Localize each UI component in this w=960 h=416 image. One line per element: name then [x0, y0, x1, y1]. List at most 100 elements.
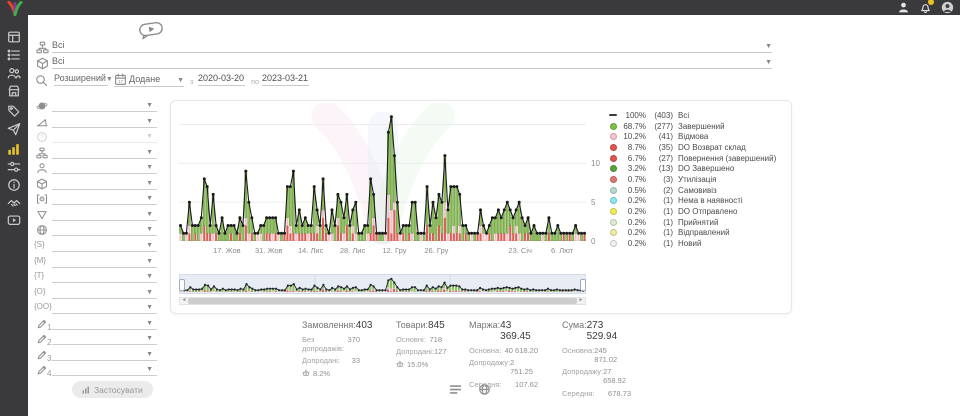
- legend-item[interactable]: 0.5% (2) Самовивіз: [609, 185, 787, 196]
- sidebar-campaigns-icon[interactable]: [7, 122, 21, 136]
- legend-dot-swatch: [609, 229, 617, 237]
- navigator-left-handle[interactable]: [179, 279, 185, 291]
- sidebar-partnership-icon[interactable]: [7, 196, 21, 210]
- apply-button[interactable]: Застосувати: [72, 381, 153, 398]
- legend-dot-swatch: [609, 133, 617, 141]
- stats-row-value: 718: [429, 334, 442, 344]
- legend-count: (277): [654, 121, 673, 131]
- filter-dropdown[interactable]: ▼: [52, 177, 157, 190]
- legend-item[interactable]: 0.2% (1) Новий: [609, 238, 787, 249]
- date-field-select[interactable]: 17 Додане ▼: [114, 73, 184, 87]
- legend-item[interactable]: 0.2% (1) Відправлений: [609, 228, 787, 239]
- notification-badge: [928, 0, 934, 5]
- legend-dot-swatch: [609, 165, 617, 173]
- stats-row-value: 33: [351, 356, 360, 365]
- legend-item[interactable]: 6.7% (27) Повернення (завершений): [609, 153, 787, 164]
- legend-label: Утилізація: [678, 174, 717, 184]
- stats-total: 845: [428, 320, 445, 331]
- filter-dropdown[interactable]: ▼: [52, 255, 157, 268]
- stats-column: Товари: 845 Основні: 718 Допродані: 127 15.0%: [396, 320, 447, 369]
- legend-item[interactable]: 0.7% (3) Утилізація: [609, 174, 787, 185]
- product-filter-select[interactable]: Всі ▼: [52, 56, 772, 69]
- chevron-down-icon: ▼: [146, 350, 153, 358]
- legend-item[interactable]: 68.7% (277) Завершений: [609, 121, 787, 132]
- scroll-left-arrow[interactable]: ◄: [181, 297, 187, 303]
- legend-item[interactable]: 100% (403) Всі: [609, 110, 787, 121]
- filter-dropdown[interactable]: ▼: [52, 270, 157, 284]
- filter-dropdown[interactable]: ▼: [52, 208, 157, 221]
- status-filter-select[interactable]: Всі ▼: [52, 40, 772, 53]
- sidebar-sliders-icon[interactable]: [7, 160, 21, 174]
- bell-icon[interactable]: [919, 0, 934, 14]
- scroll-right-arrow[interactable]: ►: [578, 297, 584, 303]
- sidebar-price-tag-icon[interactable]: [7, 104, 21, 118]
- avatar[interactable]: [941, 1, 954, 14]
- list-view-icon[interactable]: [449, 383, 462, 396]
- stats-header: Сума: 273 529.94: [562, 320, 631, 342]
- legend-label: DO Возврат склад: [678, 142, 746, 152]
- chevron-down-icon: ▼: [146, 257, 153, 265]
- filter-dropdown[interactable]: ▼: [52, 223, 157, 237]
- legend-label: Прийнятий: [678, 217, 719, 227]
- legend-item[interactable]: 0.2% (1) Прийнятий: [609, 217, 787, 228]
- search-mode-select[interactable]: Розширений ▼: [54, 73, 113, 86]
- x-tick-label: 28. Лис: [339, 246, 366, 255]
- legend-count: (3): [663, 174, 673, 184]
- legend-item[interactable]: 10.2% (41) Відмова: [609, 131, 787, 142]
- filter-dropdown[interactable]: ▼: [52, 130, 157, 144]
- sidebar-dashboard-icon[interactable]: [7, 30, 21, 44]
- sidebar-video-icon[interactable]: [7, 213, 21, 227]
- navigator-right-handle[interactable]: [580, 279, 586, 291]
- stats-row-value: 2 751.25: [510, 358, 534, 376]
- date-to-input[interactable]: 2023-03-21: [262, 73, 309, 86]
- legend-count: (2): [663, 185, 673, 195]
- filter-dropdown[interactable]: ▼: [52, 348, 157, 361]
- stats-total: 273 529.94: [586, 320, 618, 342]
- filter-dropdown[interactable]: ▼: [52, 239, 157, 252]
- filter-dropdown[interactable]: ▼: [52, 317, 157, 330]
- sidebar-store-icon[interactable]: [7, 84, 21, 98]
- chart-navigator[interactable]: [179, 274, 586, 294]
- chevron-down-icon: ▼: [146, 241, 153, 249]
- sidebar-info-icon[interactable]: [7, 178, 21, 192]
- user-icon[interactable]: [897, 1, 910, 14]
- legend-item[interactable]: 0.2% (1) DO Отправлено: [609, 206, 787, 217]
- filter-dropdown[interactable]: ▼: [52, 161, 157, 175]
- filter-dropdown[interactable]: ▼: [52, 192, 157, 206]
- date-from-input[interactable]: 2020-03-20: [198, 73, 245, 86]
- upsell-rate: 15.0%: [396, 360, 442, 369]
- sidebar-analytics-icon[interactable]: [7, 142, 21, 156]
- filter-dropdown[interactable]: ▼: [52, 363, 157, 377]
- legend-item[interactable]: 0.2% (1) Нема в наявності: [609, 196, 787, 207]
- chevron-down-icon: ▼: [765, 43, 772, 50]
- legend-count: (403): [654, 110, 673, 120]
- legend-count: (1): [663, 239, 673, 249]
- legend-dot-swatch: [609, 143, 617, 151]
- legend-percent: 8.7%: [627, 142, 646, 152]
- stats-total: 43 369.45: [500, 320, 531, 342]
- filter-row-18: 4 ▼: [0, 363, 165, 378]
- status-filter-value: Всі: [52, 40, 65, 50]
- chevron-down-icon: ▼: [146, 148, 153, 156]
- sidebar-orders-list-icon[interactable]: [7, 48, 21, 62]
- filter-dropdown[interactable]: ▼: [52, 99, 157, 112]
- stats-row-label: Середня:: [562, 388, 595, 398]
- search-icon: [35, 74, 48, 87]
- filter-dropdown[interactable]: ▼: [52, 301, 157, 315]
- legend-percent: 0.2%: [627, 196, 646, 206]
- legend-item[interactable]: 8.7% (35) DO Возврат склад: [609, 142, 787, 153]
- stats-row-value: 370: [347, 334, 360, 344]
- filter-dropdown[interactable]: ▼: [52, 146, 157, 159]
- chart-scrollbar[interactable]: ◄ ►: [179, 297, 586, 305]
- legend-item[interactable]: 3.2% (13) DO Завершено: [609, 163, 787, 174]
- sidebar-customers-icon[interactable]: [7, 66, 21, 80]
- filter-dropdown[interactable]: ▼: [52, 115, 157, 128]
- legend-dot-swatch: [609, 154, 617, 162]
- filter-dropdown[interactable]: ▼: [52, 332, 157, 346]
- legend-dot-swatch: [609, 122, 617, 130]
- filter-dropdown[interactable]: ▼: [52, 286, 157, 299]
- stats-row-label: Основні:: [396, 334, 426, 344]
- scrollbar-thumb[interactable]: [188, 298, 577, 304]
- video-chat-icon[interactable]: [137, 21, 167, 40]
- globe-view-icon[interactable]: [478, 383, 491, 396]
